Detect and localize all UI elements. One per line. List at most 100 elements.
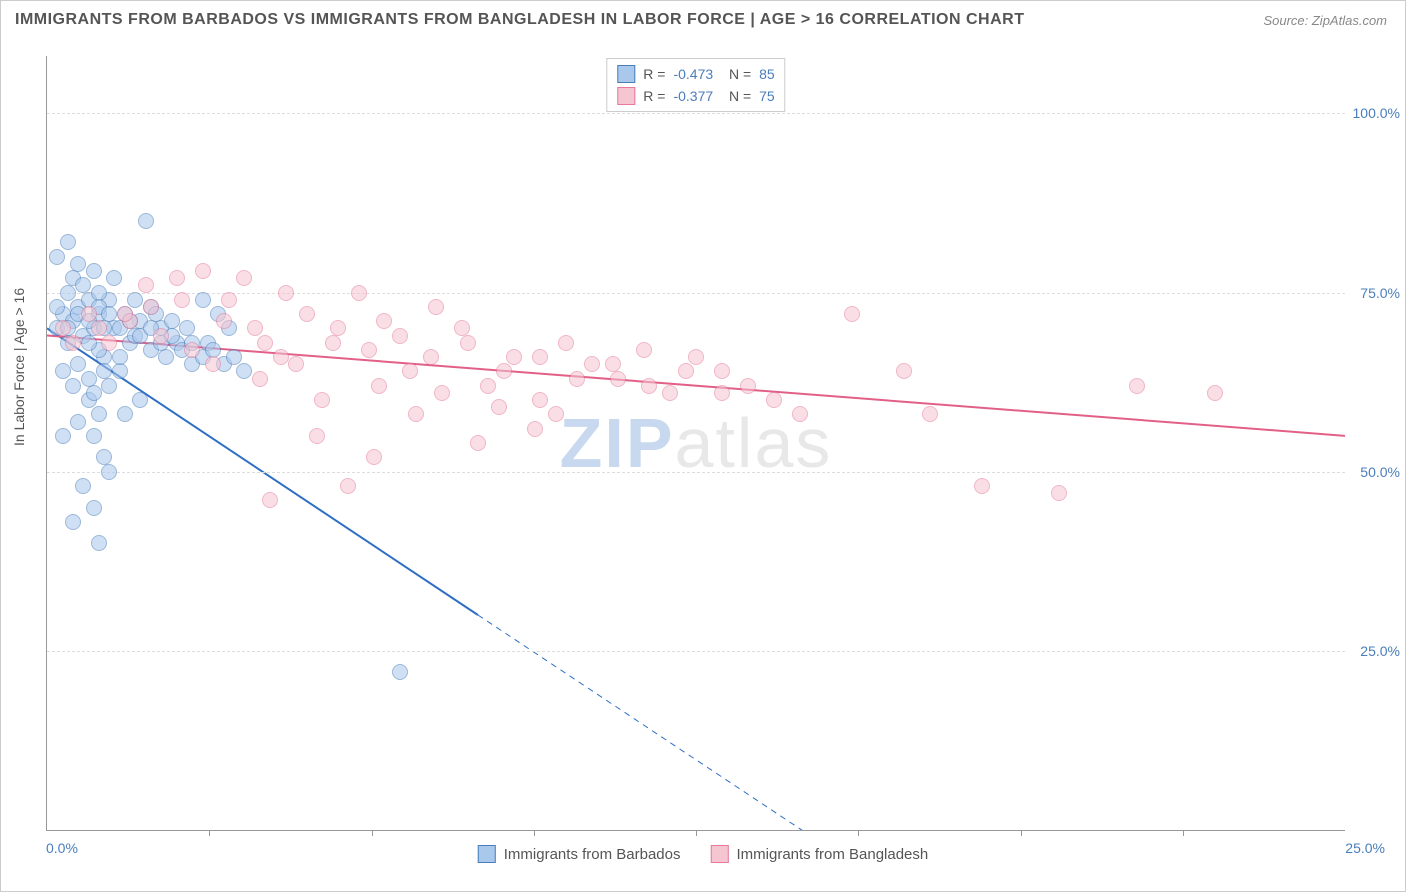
data-point: [309, 428, 325, 444]
chart-container: IMMIGRANTS FROM BARBADOS VS IMMIGRANTS F…: [0, 0, 1406, 892]
data-point: [480, 378, 496, 394]
data-point: [662, 385, 678, 401]
data-point: [106, 270, 122, 286]
data-point: [714, 385, 730, 401]
data-point: [70, 256, 86, 272]
n-label: N =: [721, 66, 751, 82]
r-label: R =: [643, 88, 665, 104]
data-point: [460, 335, 476, 351]
legend-label-bangladesh: Immigrants from Bangladesh: [736, 846, 928, 863]
data-point: [55, 428, 71, 444]
n-label: N =: [721, 88, 751, 104]
data-point: [584, 356, 600, 372]
legend-label-barbados: Immigrants from Barbados: [504, 846, 681, 863]
x-tick-mark: [534, 830, 535, 836]
data-point: [184, 342, 200, 358]
data-point: [766, 392, 782, 408]
data-point: [236, 270, 252, 286]
data-point: [361, 342, 377, 358]
data-point: [195, 263, 211, 279]
data-point: [81, 335, 97, 351]
y-axis-title: In Labor Force | Age > 16: [11, 288, 27, 446]
data-point: [257, 335, 273, 351]
data-point: [247, 320, 263, 336]
y-tick-label: 75.0%: [1360, 285, 1400, 301]
data-point: [262, 492, 278, 508]
data-point: [273, 349, 289, 365]
data-point: [532, 349, 548, 365]
data-point: [49, 249, 65, 265]
legend-row-barbados: R = -0.473 N = 85: [617, 63, 774, 85]
x-tick-mark: [696, 830, 697, 836]
x-axis-min-label: 0.0%: [46, 840, 78, 856]
source-label: Source: ZipAtlas.com: [1263, 13, 1387, 28]
data-point: [314, 392, 330, 408]
gridline: [47, 113, 1345, 114]
data-point: [428, 299, 444, 315]
data-point: [55, 363, 71, 379]
data-point: [299, 306, 315, 322]
data-point: [288, 356, 304, 372]
data-point: [101, 378, 117, 394]
data-point: [1129, 378, 1145, 394]
data-point: [101, 464, 117, 480]
data-point: [86, 263, 102, 279]
data-point: [408, 406, 424, 422]
data-point: [392, 664, 408, 680]
data-point: [688, 349, 704, 365]
plot-area: R = -0.473 N = 85 R = -0.377 N = 75 ZIPa…: [46, 56, 1345, 831]
data-point: [423, 349, 439, 365]
gridline: [47, 293, 1345, 294]
data-point: [81, 306, 97, 322]
data-point: [70, 356, 86, 372]
data-point: [569, 371, 585, 387]
data-point: [174, 292, 190, 308]
data-point: [112, 363, 128, 379]
data-point: [60, 285, 76, 301]
data-point: [221, 292, 237, 308]
x-tick-mark: [1183, 830, 1184, 836]
data-point: [844, 306, 860, 322]
data-point: [491, 399, 507, 415]
data-point: [340, 478, 356, 494]
data-point: [75, 277, 91, 293]
watermark-atlas: atlas: [675, 404, 833, 482]
data-point: [548, 406, 564, 422]
data-point: [1207, 385, 1223, 401]
swatch-barbados: [617, 65, 635, 83]
data-point: [91, 320, 107, 336]
data-point: [922, 406, 938, 422]
data-point: [216, 313, 232, 329]
n-value-barbados: 85: [759, 66, 775, 82]
data-point: [252, 371, 268, 387]
x-axis-max-label: 25.0%: [1345, 840, 1385, 856]
data-point: [86, 428, 102, 444]
data-point: [96, 363, 112, 379]
y-tick-label: 100.0%: [1353, 105, 1400, 121]
x-tick-mark: [1021, 830, 1022, 836]
legend-row-bangladesh: R = -0.377 N = 75: [617, 85, 774, 107]
x-tick-mark: [209, 830, 210, 836]
data-point: [506, 349, 522, 365]
swatch-bangladesh-icon: [710, 845, 728, 863]
data-point: [278, 285, 294, 301]
data-point: [434, 385, 450, 401]
data-point: [532, 392, 548, 408]
data-point: [558, 335, 574, 351]
data-point: [371, 378, 387, 394]
data-point: [49, 299, 65, 315]
data-point: [470, 435, 486, 451]
data-point: [153, 328, 169, 344]
r-value-bangladesh: -0.377: [673, 88, 713, 104]
data-point: [101, 335, 117, 351]
data-point: [974, 478, 990, 494]
data-point: [138, 277, 154, 293]
legend-item-barbados: Immigrants from Barbados: [478, 845, 681, 863]
data-point: [60, 234, 76, 250]
data-point: [143, 299, 159, 315]
data-point: [527, 421, 543, 437]
data-point: [65, 335, 81, 351]
data-point: [366, 449, 382, 465]
data-point: [226, 349, 242, 365]
data-point: [112, 349, 128, 365]
